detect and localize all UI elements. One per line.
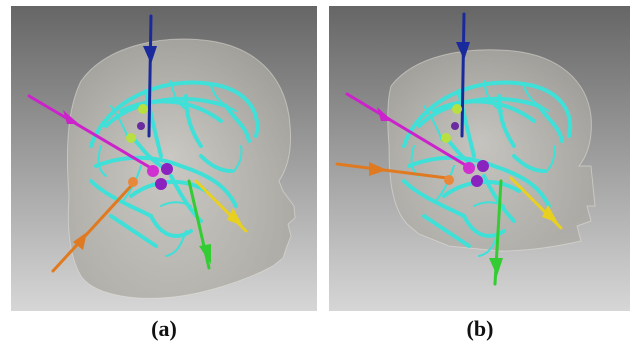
arrow-yellow-head (227, 208, 243, 226)
arrow-yellow-head (542, 205, 558, 223)
arrow-orange-head (369, 162, 387, 176)
sphere-lime-2 (441, 133, 451, 143)
arrow-orange (51, 184, 133, 273)
sphere-orange (444, 175, 454, 185)
vessel-network-thin (97, 80, 243, 257)
head-surface (66, 38, 296, 299)
arrow-blue (460, 12, 466, 138)
panel-a (11, 6, 317, 311)
arrow-orange-head (73, 232, 87, 250)
skull-surface-cut (387, 49, 596, 252)
arrow-blue-head (143, 46, 157, 64)
sphere-purple-2 (155, 178, 167, 190)
sphere-lime-2 (126, 133, 136, 143)
arrow-green-head (489, 258, 503, 276)
sphere-purple-small (451, 122, 459, 130)
arrow-magenta-head (63, 110, 79, 124)
sphere-lime (452, 104, 462, 114)
sphere-purple (161, 163, 173, 175)
vessel-network (89, 80, 260, 248)
arrow-magenta (27, 94, 153, 170)
sphere-magenta (463, 162, 475, 174)
sphere-orange (128, 177, 138, 187)
sphere-purple (477, 160, 489, 172)
arrow-green-head (199, 244, 211, 264)
arrow-blue (147, 14, 153, 138)
caption-a: (a) (151, 316, 177, 341)
sphere-lime (138, 104, 148, 114)
sphere-purple-2 (471, 175, 483, 187)
sphere-purple-small (137, 122, 145, 130)
caption-b: (b) (466, 316, 494, 341)
brain-vessels-render-b (329, 6, 630, 311)
trajectory-arrows (335, 12, 563, 286)
target-spheres (441, 104, 489, 187)
arrow-orange (335, 162, 449, 180)
trajectory-arrows (27, 14, 248, 273)
arrow-magenta-head (377, 107, 393, 121)
arrow-blue-head (456, 42, 470, 60)
sphere-magenta (147, 165, 159, 177)
arrow-magenta (345, 92, 469, 168)
target-spheres (126, 104, 173, 190)
brain-vessels-render-a (11, 6, 317, 311)
panel-b (329, 6, 630, 311)
